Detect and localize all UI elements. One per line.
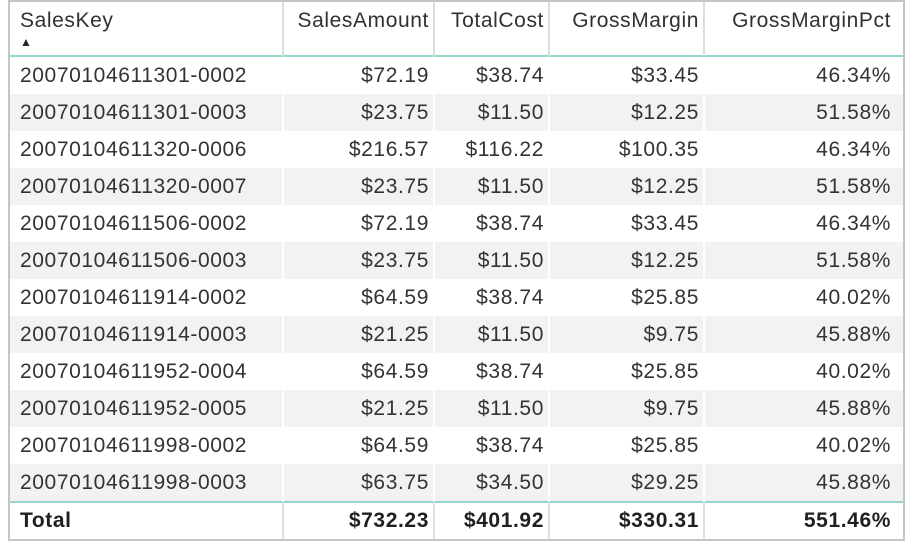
- value-cell: $38.74: [435, 205, 548, 242]
- table-row[interactable]: 20070104611301-0003 $23.75 $11.50 $12.25 51.…: [10, 94, 903, 131]
- column-header-salesamount[interactable]: SalesAmount: [284, 2, 433, 57]
- saleskey-cell: 20070104611998-0002: [10, 427, 282, 464]
- saleskey-cell: 20070104611914-0002: [10, 279, 282, 316]
- value-cell: $23.75: [284, 168, 433, 205]
- value-cell: $100.35: [550, 131, 703, 168]
- saleskey-cell: 20070104611320-0006: [10, 131, 282, 168]
- total-grossmarginpct: 551.46%: [705, 501, 903, 539]
- saleskey-cell: 20070104611998-0003: [10, 464, 282, 501]
- total-totalcost: $401.92: [435, 501, 548, 539]
- value-cell: $25.85: [550, 279, 703, 316]
- value-cell: $64.59: [284, 427, 433, 464]
- table-row[interactable]: 20070104611320-0006 $216.57 $116.22 $100.35…: [10, 131, 903, 168]
- column-header-label: GrossMarginPct: [732, 9, 891, 32]
- column-header-label: SalesKey: [20, 9, 114, 32]
- value-cell: 46.34%: [705, 131, 903, 168]
- value-cell: $25.85: [550, 353, 703, 390]
- value-cell: $33.45: [550, 57, 703, 94]
- value-cell: $23.75: [284, 94, 433, 131]
- value-cell: $21.25: [284, 390, 433, 427]
- table-row[interactable]: 20070104611952-0004 $64.59 $38.74 $25.85 40.…: [10, 353, 903, 390]
- total-grossmargin: $330.31: [550, 501, 703, 539]
- sales-table: SalesKey ▲ SalesAmount TotalCost GrossMa…: [8, 0, 905, 541]
- table-header-row: SalesKey ▲ SalesAmount TotalCost GrossMa…: [10, 2, 903, 57]
- saleskey-cell: 20070104611952-0004: [10, 353, 282, 390]
- sort-ascending-icon: ▲: [20, 35, 32, 49]
- value-cell: $12.25: [550, 168, 703, 205]
- value-cell: $9.75: [550, 316, 703, 353]
- column-header-grossmargin[interactable]: GrossMargin: [550, 2, 703, 57]
- value-cell: $23.75: [284, 242, 433, 279]
- column-header-label: GrossMargin: [572, 9, 699, 32]
- value-cell: $72.19: [284, 57, 433, 94]
- value-cell: $12.25: [550, 94, 703, 131]
- table-row[interactable]: 20070104611506-0002 $72.19 $38.74 $33.45 46.…: [10, 205, 903, 242]
- table-row[interactable]: 20070104611320-0007 $23.75 $11.50 $12.25 51.…: [10, 168, 903, 205]
- column-header-grossmarginpct[interactable]: GrossMarginPct: [705, 2, 903, 57]
- saleskey-cell: 20070104611952-0005: [10, 390, 282, 427]
- value-cell: $25.85: [550, 427, 703, 464]
- value-cell: $12.25: [550, 242, 703, 279]
- table-row[interactable]: 20070104611998-0003 $63.75 $34.50 $29.25 45.…: [10, 464, 903, 501]
- value-cell: $38.74: [435, 353, 548, 390]
- table-body: 20070104611301-0002 $72.19 $38.74 $33.45 46.…: [10, 57, 903, 501]
- value-cell: $216.57: [284, 131, 433, 168]
- saleskey-cell: 20070104611506-0003: [10, 242, 282, 279]
- value-cell: $11.50: [435, 390, 548, 427]
- value-cell: 45.88%: [705, 390, 903, 427]
- value-cell: $64.59: [284, 279, 433, 316]
- column-header-label: TotalCost: [451, 9, 544, 32]
- table-total-row: Total $732.23 $401.92 $330.31 551.46%: [10, 501, 903, 539]
- table-row[interactable]: 20070104611952-0005 $21.25 $11.50 $9.75 45.8…: [10, 390, 903, 427]
- value-cell: $38.74: [435, 279, 548, 316]
- value-cell: $9.75: [550, 390, 703, 427]
- value-cell: $38.74: [435, 57, 548, 94]
- value-cell: $21.25: [284, 316, 433, 353]
- value-cell: $29.25: [550, 464, 703, 501]
- table-row[interactable]: 20070104611914-0003 $21.25 $11.50 $9.75 45.8…: [10, 316, 903, 353]
- value-cell: 46.34%: [705, 57, 903, 94]
- value-cell: $33.45: [550, 205, 703, 242]
- saleskey-cell: 20070104611320-0007: [10, 168, 282, 205]
- table-visual: SalesKey ▲ SalesAmount TotalCost GrossMa…: [8, 0, 905, 541]
- column-header-totalcost[interactable]: TotalCost: [435, 2, 548, 57]
- value-cell: $63.75: [284, 464, 433, 501]
- column-header-label: SalesAmount: [297, 9, 429, 32]
- value-cell: $38.74: [435, 427, 548, 464]
- value-cell: $64.59: [284, 353, 433, 390]
- saleskey-cell: 20070104611301-0003: [10, 94, 282, 131]
- table-row[interactable]: 20070104611506-0003 $23.75 $11.50 $12.25 51.…: [10, 242, 903, 279]
- column-header-saleskey[interactable]: SalesKey ▲: [10, 2, 282, 57]
- value-cell: 40.02%: [705, 279, 903, 316]
- total-label: Total: [10, 501, 282, 539]
- value-cell: 51.58%: [705, 94, 903, 131]
- value-cell: 46.34%: [705, 205, 903, 242]
- value-cell: $11.50: [435, 242, 548, 279]
- value-cell: $11.50: [435, 168, 548, 205]
- total-salesamount: $732.23: [284, 501, 433, 539]
- saleskey-cell: 20070104611506-0002: [10, 205, 282, 242]
- value-cell: 40.02%: [705, 427, 903, 464]
- value-cell: $11.50: [435, 94, 548, 131]
- value-cell: $11.50: [435, 316, 548, 353]
- value-cell: 51.58%: [705, 242, 903, 279]
- value-cell: 45.88%: [705, 464, 903, 501]
- value-cell: $72.19: [284, 205, 433, 242]
- value-cell: $116.22: [435, 131, 548, 168]
- table-row[interactable]: 20070104611914-0002 $64.59 $38.74 $25.85 40.…: [10, 279, 903, 316]
- value-cell: 45.88%: [705, 316, 903, 353]
- table-row[interactable]: 20070104611301-0002 $72.19 $38.74 $33.45 46.…: [10, 57, 903, 94]
- value-cell: $34.50: [435, 464, 548, 501]
- saleskey-cell: 20070104611301-0002: [10, 57, 282, 94]
- value-cell: 40.02%: [705, 353, 903, 390]
- table-row[interactable]: 20070104611998-0002 $64.59 $38.74 $25.85 40.…: [10, 427, 903, 464]
- saleskey-cell: 20070104611914-0003: [10, 316, 282, 353]
- value-cell: 51.58%: [705, 168, 903, 205]
